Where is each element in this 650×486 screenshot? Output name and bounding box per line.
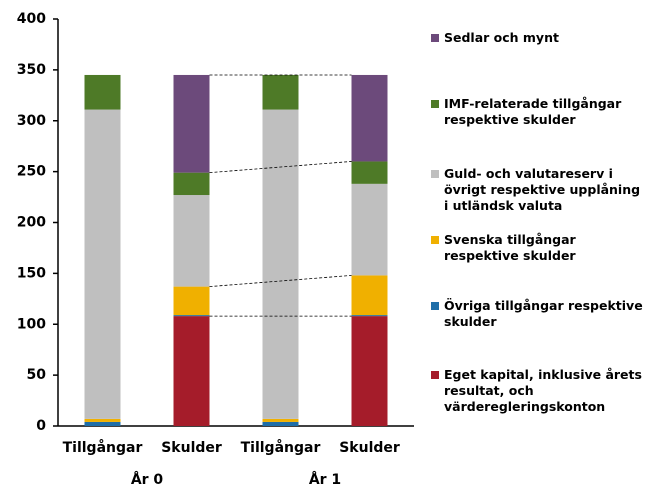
legend-label: Eget kapital, inklusive årets resultat, …	[444, 367, 642, 414]
y-tick-label: 350	[17, 62, 46, 78]
y-tick-label: 0	[36, 418, 46, 434]
y-tick-label: 300	[17, 113, 46, 129]
legend-label: Guld- och valutareserv i övrigt respekti…	[444, 166, 641, 213]
bar-segment	[173, 315, 210, 317]
y-tick-label: 150	[17, 265, 46, 281]
bar-segment	[351, 161, 388, 184]
legend-label: Sedlar och mynt	[444, 30, 559, 45]
legend-item: Eget kapital, inklusive årets resultat, …	[431, 367, 644, 415]
legend-swatch	[431, 34, 439, 42]
y-tick-label: 100	[17, 316, 46, 332]
x-tick-label: Skulder	[339, 440, 400, 456]
bar-segment	[351, 275, 388, 316]
legend-item: Övriga tillgångar respektive skulder	[431, 298, 644, 330]
legend-item: Guld- och valutareserv i övrigt respekti…	[431, 166, 644, 214]
bar-segment	[173, 286, 210, 316]
x-tick-label: Tillgångar	[241, 439, 321, 456]
connector-line	[209, 275, 352, 288]
bar-segment	[173, 74, 210, 173]
legend-swatch	[431, 302, 439, 310]
bar-segment	[84, 421, 121, 426]
bar-segment	[351, 315, 388, 317]
x-tick-label: Tillgångar	[63, 439, 143, 456]
legend-swatch	[431, 100, 439, 108]
legend-swatch	[431, 236, 439, 244]
legend-item: IMF-relaterade tillgångar respektive sku…	[431, 96, 644, 128]
legend-swatch	[431, 371, 439, 379]
x-tick-label: Skulder	[161, 440, 222, 456]
legend-label: Övriga tillgångar respektive skulder	[444, 298, 643, 329]
bar-segment	[84, 74, 121, 110]
legend-item: Svenska tillgångar respektive skulder	[431, 232, 644, 264]
bar-segment	[262, 109, 299, 419]
y-tick-label: 250	[17, 164, 46, 180]
y-tick-label: 400	[17, 11, 46, 27]
bar-segment	[173, 172, 210, 196]
y-tick-label: 200	[17, 215, 46, 231]
group-label: År 1	[309, 471, 341, 486]
y-tick-label: 50	[27, 367, 47, 383]
legend-label: IMF-relaterade tillgångar respektive sku…	[444, 96, 622, 127]
bar-segment	[173, 316, 210, 426]
bar-segment	[262, 418, 299, 422]
bar-segment	[84, 109, 121, 419]
bar-segment	[351, 183, 388, 276]
bar-segment	[351, 316, 388, 426]
bar-segment	[173, 195, 210, 287]
connector-line	[209, 161, 352, 174]
legend-item: Sedlar och mynt	[431, 30, 644, 46]
group-label: År 0	[131, 471, 164, 486]
legend-label: Svenska tillgångar respektive skulder	[444, 232, 576, 263]
bar-segment	[262, 74, 299, 110]
bar-segment	[351, 74, 388, 162]
bar-segment	[84, 418, 121, 422]
bar-segment	[262, 421, 299, 426]
legend-swatch	[431, 170, 439, 178]
